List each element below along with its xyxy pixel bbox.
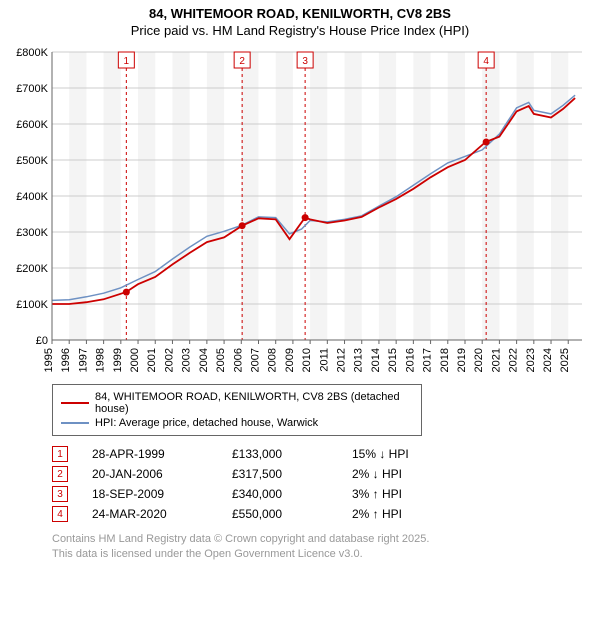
- svg-text:4: 4: [483, 56, 489, 67]
- svg-text:2000: 2000: [129, 348, 141, 372]
- legend-swatch: [61, 422, 89, 424]
- legend-label: HPI: Average price, detached house, Warw…: [95, 417, 318, 429]
- transaction-row: 4 24-MAR-2020£550,0002% ↑ HPI: [52, 506, 592, 522]
- svg-text:2008: 2008: [267, 348, 279, 372]
- svg-text:£500K: £500K: [16, 155, 48, 167]
- svg-text:£100K: £100K: [16, 299, 48, 311]
- svg-text:2003: 2003: [181, 348, 193, 372]
- transaction-row: 1 28-APR-1999£133,00015% ↓ HPI: [52, 446, 592, 462]
- transaction-row: 2 20-JAN-2006£317,5002% ↓ HPI: [52, 466, 592, 482]
- transaction-date: 18-SEP-2009: [92, 487, 232, 501]
- svg-text:£0: £0: [36, 335, 48, 347]
- svg-text:2016: 2016: [404, 348, 416, 372]
- svg-text:£800K: £800K: [16, 47, 48, 59]
- attribution: Contains HM Land Registry data © Crown c…: [52, 532, 592, 562]
- transaction-price: £133,000: [232, 447, 352, 461]
- svg-text:2011: 2011: [318, 348, 330, 372]
- svg-text:2024: 2024: [542, 348, 554, 372]
- svg-text:2001: 2001: [146, 348, 158, 372]
- svg-text:2019: 2019: [456, 348, 468, 372]
- chart-plot: £0 £100K £200K £300K £400K £500K £600K £700K £80…: [8, 46, 592, 376]
- svg-text:2006: 2006: [232, 348, 244, 372]
- svg-text:2014: 2014: [370, 348, 382, 372]
- svg-text:2004: 2004: [198, 348, 210, 372]
- transaction-date: 24-MAR-2020: [92, 507, 232, 521]
- svg-text:2009: 2009: [284, 348, 296, 372]
- svg-text:1997: 1997: [77, 348, 89, 372]
- svg-text:2012: 2012: [336, 348, 348, 372]
- svg-text:1998: 1998: [95, 348, 107, 372]
- svg-text:£200K: £200K: [16, 263, 48, 275]
- svg-text:£700K: £700K: [16, 83, 48, 95]
- transaction-pct: 3% ↑ HPI: [352, 487, 452, 501]
- legend: 84, WHITEMOOR ROAD, KENILWORTH, CV8 2BS …: [52, 384, 422, 436]
- transaction-price: £317,500: [232, 467, 352, 481]
- line-chart-svg: £0 £100K £200K £300K £400K £500K £600K £700K £80…: [8, 46, 592, 376]
- svg-text:1: 1: [124, 56, 130, 67]
- attribution-line1: Contains HM Land Registry data © Crown c…: [52, 532, 592, 547]
- transaction-pct: 15% ↓ HPI: [352, 447, 452, 461]
- transaction-marker: 3: [52, 486, 68, 502]
- transaction-price: £340,000: [232, 487, 352, 501]
- transaction-row: 3 18-SEP-2009£340,0003% ↑ HPI: [52, 486, 592, 502]
- legend-item: 84, WHITEMOOR ROAD, KENILWORTH, CV8 2BS …: [61, 391, 413, 415]
- legend-swatch: [61, 402, 89, 404]
- svg-text:3: 3: [302, 56, 308, 67]
- attribution-line2: This data is licensed under the Open Gov…: [52, 547, 592, 562]
- transaction-marker: 1: [52, 446, 68, 462]
- svg-text:2018: 2018: [439, 348, 451, 372]
- svg-text:2017: 2017: [422, 348, 434, 372]
- transaction-pct: 2% ↑ HPI: [352, 507, 452, 521]
- svg-text:2: 2: [239, 56, 245, 67]
- svg-text:1996: 1996: [60, 348, 72, 372]
- transaction-price: £550,000: [232, 507, 352, 521]
- svg-text:2002: 2002: [163, 348, 175, 372]
- legend-item: HPI: Average price, detached house, Warw…: [61, 417, 413, 429]
- svg-text:2007: 2007: [249, 348, 261, 372]
- svg-text:2021: 2021: [490, 348, 502, 372]
- svg-text:£400K: £400K: [16, 191, 48, 203]
- transaction-pct: 2% ↓ HPI: [352, 467, 452, 481]
- legend-label: 84, WHITEMOOR ROAD, KENILWORTH, CV8 2BS …: [95, 391, 413, 415]
- svg-text:2022: 2022: [508, 348, 520, 372]
- svg-text:2013: 2013: [353, 348, 365, 372]
- chart-title: 84, WHITEMOOR ROAD, KENILWORTH, CV8 2BS: [8, 6, 592, 21]
- svg-text:2023: 2023: [525, 348, 537, 372]
- svg-text:1995: 1995: [43, 348, 55, 372]
- svg-text:1999: 1999: [112, 348, 124, 372]
- svg-text:2020: 2020: [473, 348, 485, 372]
- transaction-marker: 4: [52, 506, 68, 522]
- svg-text:2025: 2025: [559, 348, 571, 372]
- svg-text:2005: 2005: [215, 348, 227, 372]
- transaction-date: 28-APR-1999: [92, 447, 232, 461]
- transaction-date: 20-JAN-2006: [92, 467, 232, 481]
- chart-container: 84, WHITEMOOR ROAD, KENILWORTH, CV8 2BS …: [0, 0, 600, 570]
- svg-text:£300K: £300K: [16, 227, 48, 239]
- svg-text:2015: 2015: [387, 348, 399, 372]
- transaction-table: 1 28-APR-1999£133,00015% ↓ HPI 2 20-JAN-200…: [52, 446, 592, 522]
- svg-text:2010: 2010: [301, 348, 313, 372]
- svg-text:£600K: £600K: [16, 119, 48, 131]
- transaction-marker: 2: [52, 466, 68, 482]
- chart-subtitle: Price paid vs. HM Land Registry's House …: [8, 23, 592, 38]
